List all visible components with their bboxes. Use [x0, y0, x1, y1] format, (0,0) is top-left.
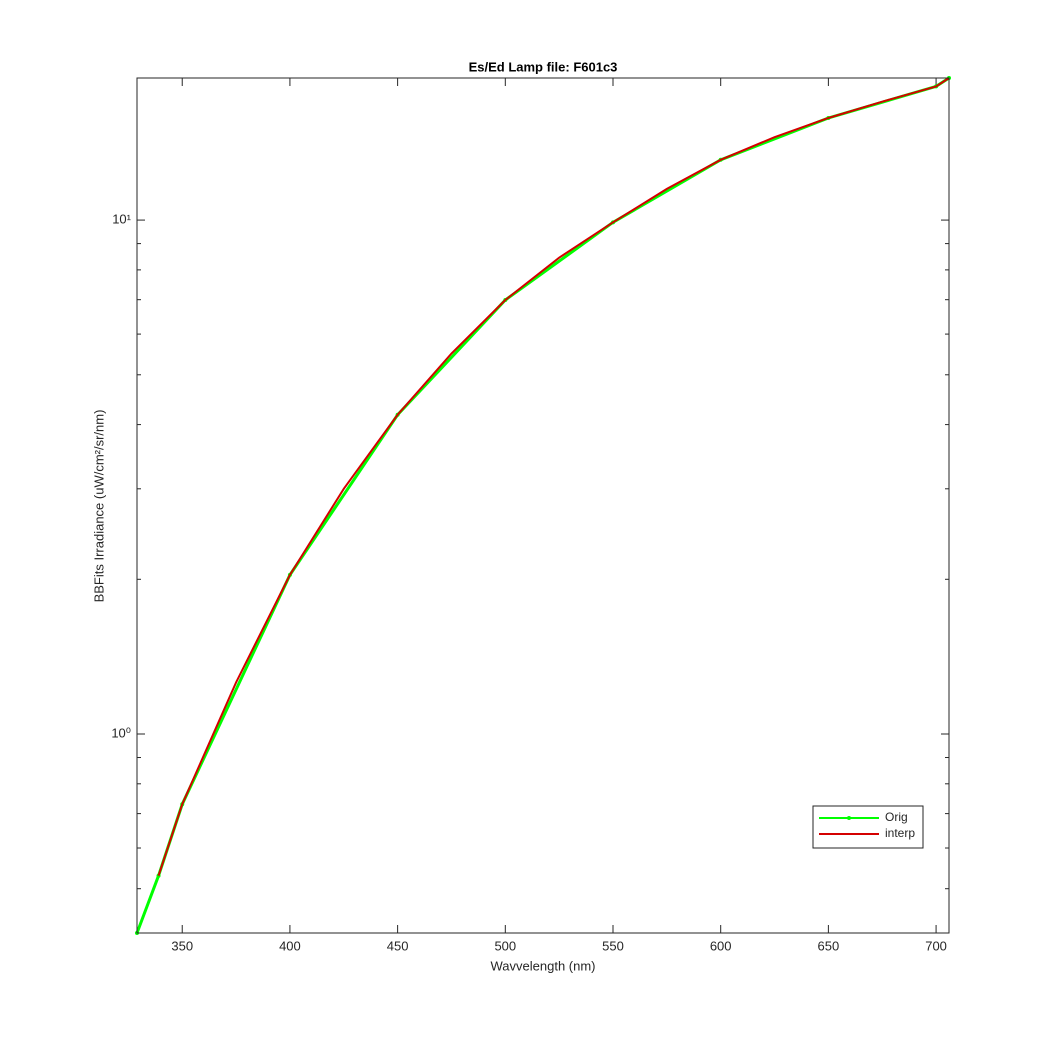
legend-label: interp	[885, 826, 915, 840]
y-axis-label: BBFits Irradiance (uW/cm²/sr/nm)	[91, 410, 106, 603]
x-tick-label: 350	[171, 938, 193, 953]
x-tick-label: 550	[602, 938, 624, 953]
legend-label: Orig	[885, 810, 908, 824]
chart-title: Es/Ed Lamp file: F601c3	[469, 59, 618, 74]
legend-marker	[847, 816, 851, 820]
x-tick-label: 500	[494, 938, 516, 953]
y-tick-label: 10¹	[112, 212, 131, 227]
x-axis-label: Wavvelength (nm)	[491, 958, 596, 973]
plot-frame	[136, 77, 950, 934]
x-tick-label: 650	[818, 938, 840, 953]
x-tick-label: 700	[925, 938, 947, 953]
x-tick-label: 450	[387, 938, 409, 953]
data-line	[157, 77, 950, 877]
y-tick-label: 10⁰	[111, 725, 131, 740]
x-tick-label: 400	[279, 938, 301, 953]
legend-box	[812, 805, 924, 849]
x-tick-label: 600	[710, 938, 732, 953]
